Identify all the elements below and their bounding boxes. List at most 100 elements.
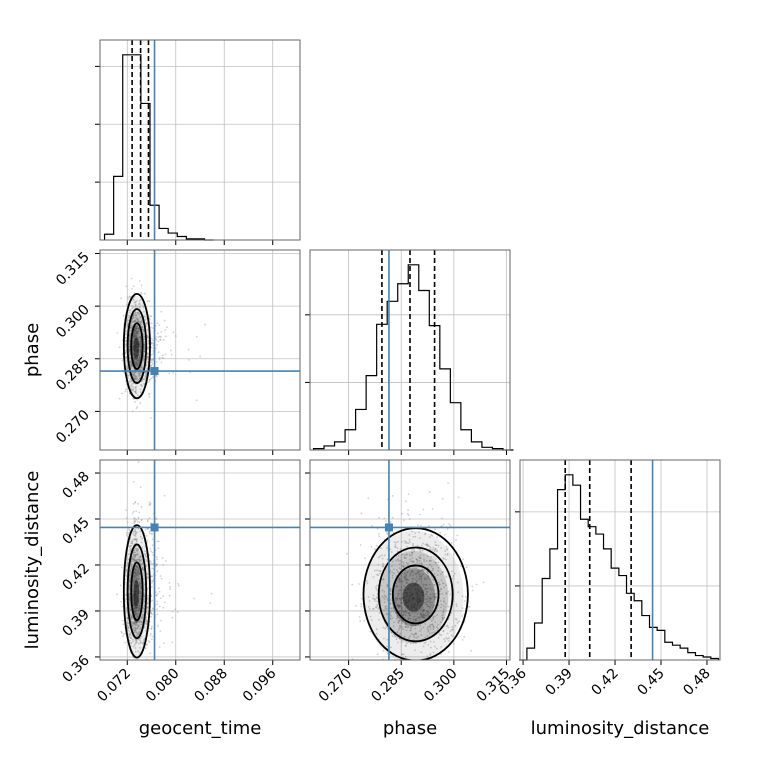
sample-point <box>148 378 151 381</box>
sample-point <box>425 559 428 562</box>
sample-point <box>135 593 138 596</box>
sample-point <box>126 330 128 333</box>
sample-point <box>135 346 137 349</box>
sample-point <box>133 598 135 600</box>
sample-point <box>445 548 448 551</box>
sample-point <box>137 585 140 588</box>
sample-point <box>136 573 138 576</box>
sample-point <box>397 628 400 631</box>
sample-point <box>164 328 167 331</box>
sample-point <box>127 621 129 624</box>
sample-point <box>134 623 136 626</box>
sample-point <box>428 600 430 603</box>
sample-point <box>408 584 411 586</box>
sample-point <box>133 610 136 613</box>
sample-point <box>136 364 138 367</box>
sample-point <box>136 581 139 584</box>
sample-point <box>132 348 135 350</box>
sample-point <box>414 578 417 581</box>
sample-point <box>130 385 132 388</box>
sample-point <box>131 346 134 349</box>
sample-point <box>400 601 403 604</box>
sample-point <box>376 605 379 608</box>
hist-bin <box>619 576 627 660</box>
sample-point <box>139 559 142 562</box>
sample-point <box>437 569 440 572</box>
sample-point <box>133 631 136 634</box>
sample-point <box>134 345 137 348</box>
sample-point <box>407 626 409 629</box>
sample-point <box>449 593 452 596</box>
sample-point <box>134 609 137 611</box>
sample-point <box>410 570 413 573</box>
sample-point <box>409 574 412 577</box>
sample-point <box>389 602 392 605</box>
sample-point <box>129 602 131 604</box>
sample-point <box>151 635 154 638</box>
sample-point <box>417 584 420 586</box>
sample-point <box>414 649 416 652</box>
sample-point <box>150 563 153 565</box>
sample-point <box>419 556 422 559</box>
sample-point <box>126 367 129 369</box>
sample-point <box>136 348 139 351</box>
sample-point <box>398 605 401 608</box>
sample-point <box>430 646 432 649</box>
sample-point <box>376 584 378 587</box>
sample-point <box>145 611 148 614</box>
sample-point <box>137 583 140 586</box>
sample-point <box>150 615 152 618</box>
sample-point <box>134 555 136 558</box>
sample-point <box>132 315 135 317</box>
sample-point <box>360 605 363 608</box>
sample-point <box>411 569 414 572</box>
sample-point <box>128 596 131 599</box>
y-tick-label: 0.48 <box>59 469 92 502</box>
sample-point <box>139 356 141 359</box>
sample-point <box>132 340 134 342</box>
sample-point <box>135 324 138 327</box>
sample-point <box>135 662 137 664</box>
sample-point <box>404 573 407 576</box>
sample-point <box>134 377 137 380</box>
sample-point <box>391 516 394 519</box>
sample-point <box>409 572 412 575</box>
sample-point <box>137 340 140 343</box>
sample-point <box>134 344 137 347</box>
sample-point <box>381 557 384 560</box>
sample-point <box>135 342 138 345</box>
sample-point <box>425 615 428 617</box>
sample-point <box>135 638 138 641</box>
sample-point <box>414 610 417 613</box>
sample-point <box>390 646 392 649</box>
sample-point <box>155 361 158 363</box>
sample-point <box>424 622 427 625</box>
sample-point <box>134 591 136 594</box>
sample-point <box>132 592 134 595</box>
sample-point <box>146 573 149 576</box>
sample-point <box>137 588 140 591</box>
sample-point <box>407 687 409 689</box>
sample-point <box>137 327 140 330</box>
sample-point <box>131 307 134 310</box>
sample-point <box>139 337 142 340</box>
sample-point <box>132 344 135 347</box>
sample-point <box>142 326 144 329</box>
sample-point <box>137 582 140 585</box>
sample-point <box>138 356 141 359</box>
sample-point <box>156 603 159 606</box>
sample-point <box>145 616 148 619</box>
sample-point <box>408 567 411 570</box>
sample-point <box>204 323 207 326</box>
sample-point <box>419 549 422 551</box>
sample-point <box>446 624 449 627</box>
sample-point <box>134 327 137 330</box>
sample-point <box>444 550 447 552</box>
sample-point <box>399 578 402 581</box>
sample-point <box>392 568 395 571</box>
sample-point <box>134 361 137 364</box>
sample-point <box>368 662 370 664</box>
sample-point <box>397 554 400 557</box>
hist-bin <box>398 284 409 450</box>
sample-point <box>137 344 140 347</box>
